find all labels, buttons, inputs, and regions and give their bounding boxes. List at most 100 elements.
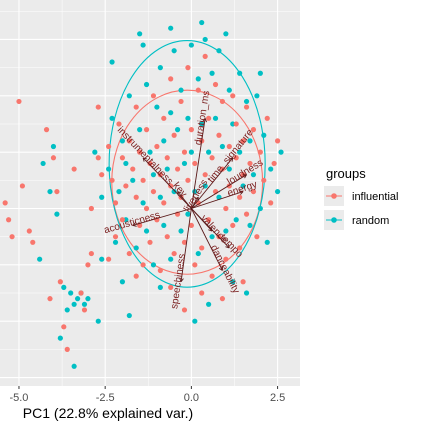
point-influential xyxy=(9,234,14,239)
point-random xyxy=(258,206,263,211)
point-influential xyxy=(230,223,235,228)
point-random xyxy=(141,200,146,205)
point-random xyxy=(120,279,125,284)
point-random xyxy=(234,217,239,222)
point-random xyxy=(196,251,201,256)
point-influential xyxy=(134,274,139,279)
point-influential xyxy=(234,121,239,126)
point-influential xyxy=(220,296,225,301)
point-random xyxy=(41,161,46,166)
point-influential xyxy=(147,240,152,245)
point-random xyxy=(51,144,56,149)
point-influential xyxy=(261,178,266,183)
point-random xyxy=(47,189,52,194)
point-influential xyxy=(6,217,11,222)
point-influential xyxy=(254,234,259,239)
point-random xyxy=(192,319,197,324)
legend-label-influential: influential xyxy=(352,191,398,203)
point-random xyxy=(265,240,270,245)
point-random xyxy=(227,88,232,93)
point-influential xyxy=(172,133,177,138)
point-random xyxy=(109,116,114,121)
point-influential xyxy=(65,347,70,352)
point-influential xyxy=(72,166,77,171)
point-influential xyxy=(213,82,218,87)
point-random xyxy=(268,166,273,171)
point-influential xyxy=(89,251,94,256)
point-influential xyxy=(89,206,94,211)
point-influential xyxy=(161,200,166,205)
point-random xyxy=(141,42,146,47)
point-influential xyxy=(244,104,249,109)
point-influential xyxy=(185,178,190,183)
point-influential xyxy=(106,144,111,149)
legend-key-dot-random xyxy=(331,217,337,223)
point-random xyxy=(58,336,63,341)
point-influential xyxy=(154,144,159,149)
point-influential xyxy=(134,195,139,200)
point-random xyxy=(278,150,283,155)
point-influential xyxy=(113,234,118,239)
point-random xyxy=(261,133,266,138)
point-influential xyxy=(123,183,128,188)
point-random xyxy=(109,59,114,64)
point-influential xyxy=(61,324,66,329)
point-influential xyxy=(144,206,149,211)
point-influential xyxy=(265,116,270,121)
point-influential xyxy=(96,155,101,160)
point-random xyxy=(168,257,173,262)
point-influential xyxy=(220,99,225,104)
point-random xyxy=(161,223,166,228)
point-random xyxy=(158,65,163,70)
point-random xyxy=(96,319,101,324)
point-random xyxy=(158,285,163,290)
point-influential xyxy=(258,150,263,155)
point-influential xyxy=(244,212,249,217)
point-random xyxy=(216,48,221,53)
point-influential xyxy=(151,189,156,194)
point-influential xyxy=(275,138,280,143)
point-influential xyxy=(16,99,21,104)
point-influential xyxy=(130,166,135,171)
point-random xyxy=(54,212,59,217)
x-tick-label: -5.0 xyxy=(9,392,28,404)
point-random xyxy=(220,144,225,149)
point-influential xyxy=(165,234,170,239)
point-influential xyxy=(189,127,194,132)
point-random xyxy=(209,71,214,76)
point-random xyxy=(223,31,228,36)
point-random xyxy=(206,150,211,155)
point-influential xyxy=(106,257,111,262)
point-influential xyxy=(168,76,173,81)
point-random xyxy=(189,150,194,155)
point-influential xyxy=(230,93,235,98)
point-influential xyxy=(272,161,277,166)
point-influential xyxy=(47,296,52,301)
point-random xyxy=(72,302,77,307)
point-random xyxy=(85,296,90,301)
point-influential xyxy=(82,307,87,312)
point-random xyxy=(161,138,166,143)
point-random xyxy=(196,76,201,81)
point-random xyxy=(182,161,187,166)
point-random xyxy=(178,228,183,233)
point-influential xyxy=(20,183,25,188)
point-influential xyxy=(196,88,201,93)
point-influential xyxy=(165,155,170,160)
point-influential xyxy=(44,127,49,132)
point-random xyxy=(116,189,121,194)
point-influential xyxy=(209,274,214,279)
point-influential xyxy=(209,155,214,160)
point-influential xyxy=(216,133,221,138)
point-random xyxy=(151,262,156,267)
point-influential xyxy=(51,155,56,160)
point-random xyxy=(254,93,259,98)
point-random xyxy=(244,290,249,295)
x-axis-ticks: -5.0 -2.5 0.0 2.5 xyxy=(9,386,285,404)
point-influential xyxy=(113,200,118,205)
x-tick-label: -2.5 xyxy=(96,392,115,404)
point-random xyxy=(237,71,242,76)
point-influential xyxy=(96,104,101,109)
point-random xyxy=(130,178,135,183)
